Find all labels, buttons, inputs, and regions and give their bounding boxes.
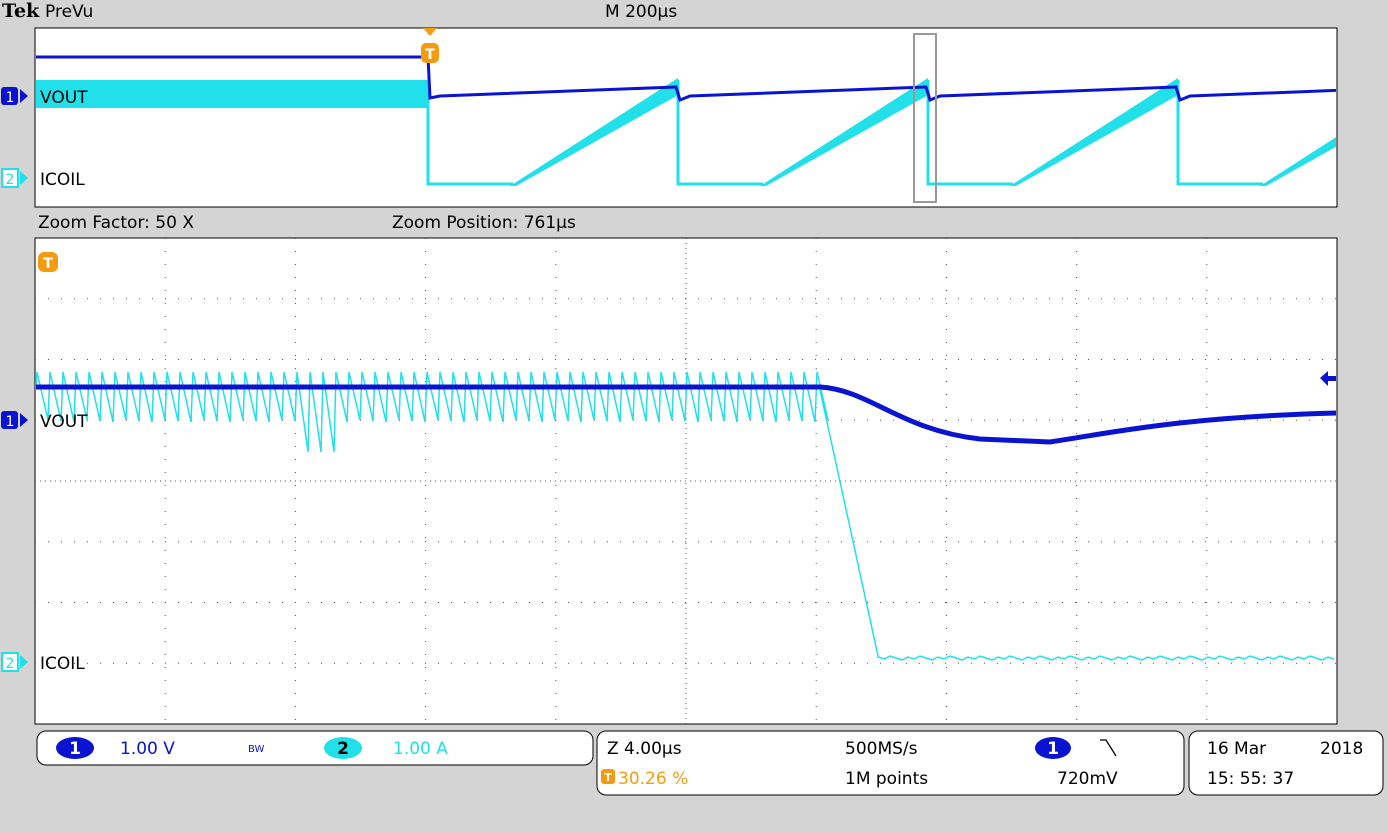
channel-arrow [20,655,28,669]
trigger-position: 30.26 % [618,769,688,789]
icoil-trace [676,80,763,186]
zoom-scale: Z 4.00µs [607,739,682,759]
channel-badge [1,168,19,188]
timebase: M 200µs [605,2,677,22]
trigger-pos-badge [601,769,615,784]
time: 15: 55: 37 [1207,769,1294,789]
trigger-source-badge [1035,737,1071,759]
channel-arrow [20,413,28,427]
channel-name: ICOIL [40,170,85,190]
ch2-scale: 1.00 A [393,739,448,759]
channel-number: 2 [6,656,15,672]
vout-trace [36,55,1336,102]
graticule [35,238,1337,724]
trigger-badge [38,252,58,272]
brand: Tek [2,0,40,22]
trigger-slope [1100,739,1117,757]
channel-number: 1 [6,90,15,106]
channel-name: VOUT [40,88,88,108]
zoom-window [913,33,937,203]
year: 2018 [1320,739,1363,759]
ch1-number: 1 [69,739,81,759]
ch1-scale: 1.00 V [120,739,175,759]
icoil-trace [926,80,1013,186]
trigger-label: T [43,256,53,272]
trigger-level: 720mV [1057,769,1118,789]
icoil-trace [36,371,1335,661]
record-length: 1M points [845,769,928,789]
trigger-arrow [423,28,437,36]
channel-arrow [20,89,28,103]
channel-badge [1,411,18,429]
channel-badge [1,87,18,105]
channel-labels: 1 VOUT 2 ICOIL 1 VOUT 2 ICOIL [1,87,88,674]
icoil-trace [426,80,513,186]
trigger-level-marker [1320,371,1336,386]
icoil-trace [1010,78,1180,186]
icoil-trace [760,78,930,186]
ch2-number: 2 [337,739,349,759]
icoil-trace [510,78,680,186]
vout-trace [36,384,1336,445]
date: 16 Mar [1207,739,1266,759]
bandwidth-limit: BW [248,744,265,755]
overview-traces [36,55,1336,186]
clock-status [1188,730,1384,796]
icoil-trace [1176,80,1263,186]
sample-rate: 500MS/s [845,739,918,759]
overview-panel [34,27,1338,208]
icoil-trace [36,80,428,108]
channel-arrow [20,171,28,185]
trigger-source: 1 [1047,739,1059,759]
channel-number: 1 [6,414,15,430]
channel-name: ICOIL [40,654,85,674]
trigger-badge [421,43,439,63]
channel-badge [1,652,19,672]
icoil-trace [1260,137,1336,186]
mode: PreVu [45,2,93,22]
zoom-position: Zoom Position: 761µs [392,213,576,233]
zoom-traces [36,371,1336,661]
ch2-badge [324,737,362,759]
channel-number: 2 [6,172,15,188]
ch1-badge [56,737,94,759]
trigger-pos-label: T [604,771,612,784]
channel-name: VOUT [40,412,88,432]
channel-status [36,730,594,766]
zoom-factor: Zoom Factor: 50 X [38,213,194,233]
trigger-label: T [425,47,435,63]
